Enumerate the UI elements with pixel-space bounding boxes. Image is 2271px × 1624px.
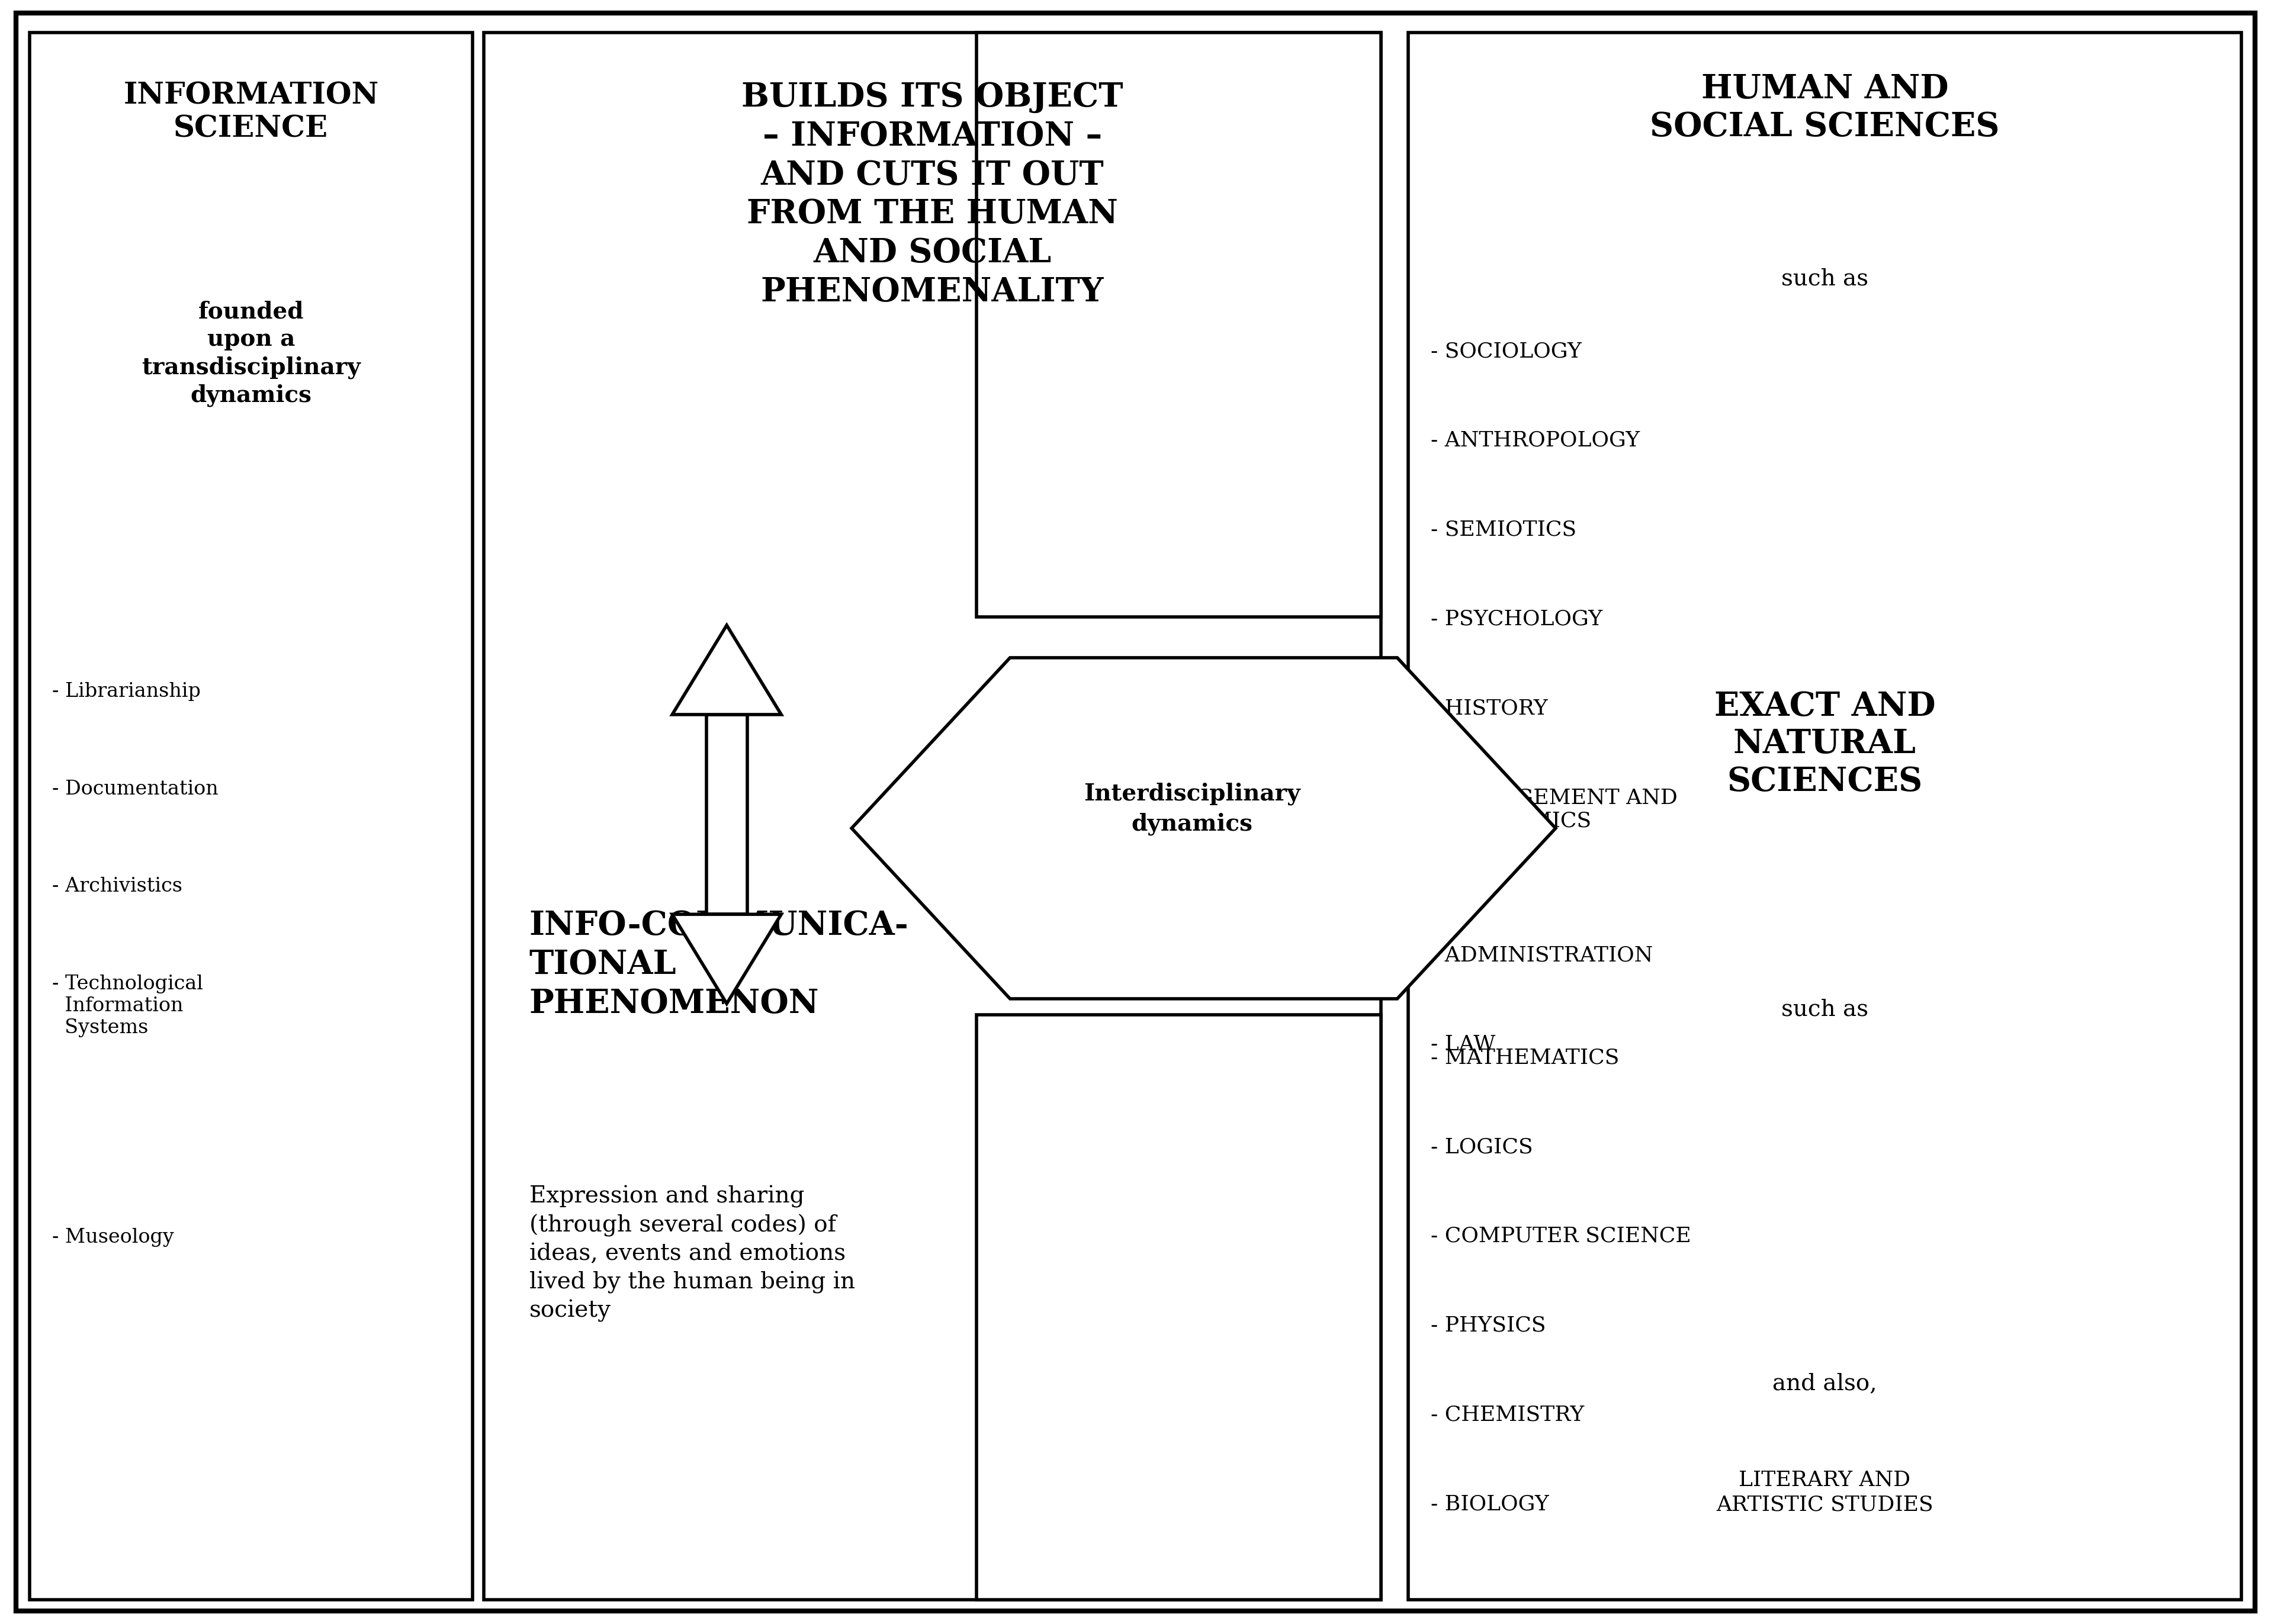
Text: EXACT AND
NATURAL
SCIENCES: EXACT AND NATURAL SCIENCES (1715, 690, 1935, 797)
Text: - ADMINISTRATION: - ADMINISTRATION (1431, 945, 1653, 965)
Polygon shape (672, 625, 781, 715)
Text: such as: such as (1780, 268, 1869, 289)
Text: such as: such as (1780, 999, 1869, 1020)
Text: - PHYSICS: - PHYSICS (1431, 1315, 1547, 1335)
Text: - SOCIOLOGY: - SOCIOLOGY (1431, 341, 1581, 361)
Text: - LAW: - LAW (1431, 1034, 1497, 1054)
Text: - Librarianship: - Librarianship (52, 682, 200, 702)
Polygon shape (852, 658, 1556, 999)
Polygon shape (672, 914, 781, 1004)
Text: - Technological
  Information
  Systems: - Technological Information Systems (52, 974, 202, 1038)
Text: - Museology: - Museology (52, 1228, 175, 1247)
Text: - MATHEMATICS: - MATHEMATICS (1431, 1047, 1619, 1067)
Bar (484, 32, 1381, 1600)
Text: INFORMATION
SCIENCE: INFORMATION SCIENCE (123, 81, 379, 143)
Text: and also,: and also, (1771, 1372, 1878, 1393)
Text: - SEMIOTICS: - SEMIOTICS (1431, 520, 1576, 539)
Text: - CHEMISTRY: - CHEMISTRY (1431, 1405, 1585, 1424)
Text: - Archivistics: - Archivistics (52, 877, 182, 896)
Text: - PSYCHOLOGY: - PSYCHOLOGY (1431, 609, 1603, 628)
Text: - BIOLOGY: - BIOLOGY (1431, 1494, 1549, 1514)
Text: - MANAGEMENT AND
  ECONOMICS: - MANAGEMENT AND ECONOMICS (1431, 788, 1678, 831)
Text: Expression and sharing
(through several codes) of
ideas, events and emotions
liv: Expression and sharing (through several … (529, 1186, 854, 1322)
Bar (977, 32, 1381, 617)
Bar (30, 32, 472, 1600)
Text: INFO-COMMUNICA-
TIONAL
PHENOMENON: INFO-COMMUNICA- TIONAL PHENOMENON (529, 909, 908, 1020)
Text: - LOGICS: - LOGICS (1431, 1137, 1533, 1156)
Bar (706, 715, 747, 914)
Text: LITERARY AND
ARTISTIC STUDIES: LITERARY AND ARTISTIC STUDIES (1717, 1470, 1933, 1515)
Bar (977, 1015, 1381, 1600)
Text: founded
upon a
transdisciplinary
dynamics: founded upon a transdisciplinary dynamic… (141, 300, 361, 408)
Text: - Documentation: - Documentation (52, 780, 218, 799)
Text: HUMAN AND
SOCIAL SCIENCES: HUMAN AND SOCIAL SCIENCES (1651, 73, 1998, 143)
Text: - HISTORY: - HISTORY (1431, 698, 1549, 718)
Bar (1408, 32, 2241, 1600)
Text: Interdisciplinary
dynamics: Interdisciplinary dynamics (1083, 783, 1301, 835)
Text: - COMPUTER SCIENCE: - COMPUTER SCIENCE (1431, 1226, 1692, 1246)
Text: BUILDS ITS OBJECT
– INFORMATION –
AND CUTS IT OUT
FROM THE HUMAN
AND SOCIAL
PHEN: BUILDS ITS OBJECT – INFORMATION – AND CU… (740, 81, 1124, 309)
Text: - ANTHROPOLOGY: - ANTHROPOLOGY (1431, 430, 1640, 450)
